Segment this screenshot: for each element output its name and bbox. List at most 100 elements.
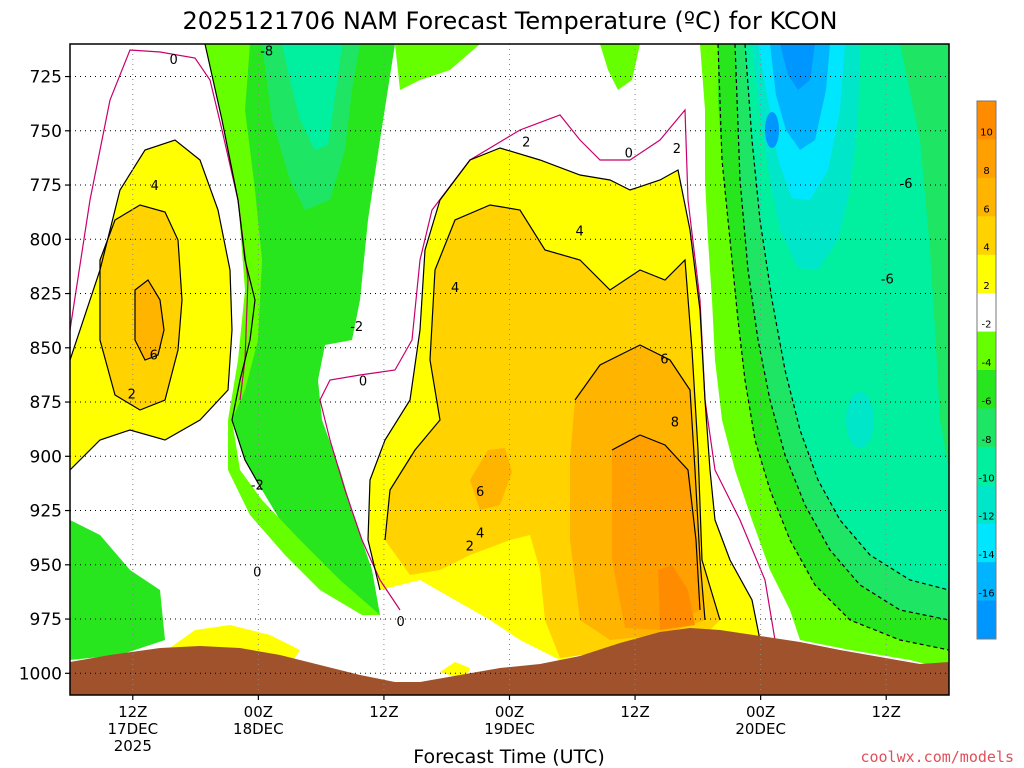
contour-label: 2 [673,142,681,157]
contour-4-center [384,204,721,621]
contour-label: 0 [253,565,261,580]
contour-minus4-right [717,44,949,651]
contour-label: 0 [625,147,633,162]
y-tick-label: 750 [30,122,62,142]
contour-label: 2 [466,539,474,554]
colorbar-bin [977,101,996,140]
contour-label: -2 [350,320,363,335]
y-tick-label: 925 [30,502,62,522]
colorbar-tick-label: 8 [983,166,989,177]
contour-6-center [574,344,706,621]
y-tick-label: 775 [30,176,62,196]
x-tick-label: 12Z [369,703,398,721]
colorbar-bin [977,446,996,486]
contour-minus8-right [744,44,949,591]
colorbar-bin [977,139,996,179]
colorbar-bin [977,485,996,525]
y-tick-label: 900 [30,447,62,467]
contour-minus6-right [734,44,949,621]
y-tick-label: 950 [30,556,62,576]
colorbar-bin [977,562,996,602]
contour-6-left [134,279,165,361]
cold-core-spot [765,112,779,148]
x-tick-label: 12Z [118,703,147,721]
contour-0-left [70,49,249,401]
contour-label: -6 [900,177,913,192]
y-axis: 725 750 775 800 825 850 875 900 925 950 975 1000 [19,68,70,684]
warm-pocket-6 [470,448,512,510]
contour-label: 4 [575,225,583,240]
colorbar-tick-label: 10 [980,127,993,138]
x-tick-label: 20DEC [735,720,786,738]
contour-label: 2 [128,387,136,402]
colorbar-bin [977,216,996,256]
contour-4-left [99,204,183,411]
colorbar-bin [977,523,996,563]
y-tick-label: 825 [30,285,62,305]
x-tick-label: 00Z [746,703,775,721]
contour-label: 6 [660,353,668,368]
colorbar: 10 8 6 4 2 -2 -4 -6 -8 -10 -12 -14 -16 [976,100,997,640]
x-axis-label: Forecast Time (UTC) [413,746,604,768]
y-tick-label: 850 [30,339,62,359]
x-tick-label: 00Z [495,703,524,721]
cold-region-left-core [282,44,342,150]
y-tick-label: 875 [30,393,62,413]
contour-minus2-left [204,44,263,491]
contour-label: 2 [522,136,530,151]
upper-green-patch-2 [600,44,640,90]
y-tick-label: 800 [30,230,62,250]
upper-green-patch [395,44,480,90]
colorbar-tick-label: -12 [978,512,994,523]
contour-label: -6 [881,272,894,287]
colorbar-tick-label: 2 [983,281,989,292]
colorbar-bin [977,177,996,217]
colorbar-tick-label: -14 [978,550,994,561]
terrain [70,628,949,695]
plot-area [70,44,949,695]
colorbar-bin [977,254,996,294]
cold-region-right-7 [770,44,830,150]
colorbar-tick-label: -2 [982,320,992,331]
contour-label: 0 [397,615,405,630]
cold-region-right-8 [780,44,815,90]
contour-label: -2 [251,479,264,494]
credit-text: coolwx.com/models [860,748,1014,766]
cold-region-bottom-left [70,520,165,660]
y-tick-label: 725 [30,68,62,88]
x-tick-label: 19DEC [484,720,535,738]
y-tick-label: 1000 [19,664,62,684]
x-tick-label: 00Z [244,703,273,721]
colorbar-bin [977,408,996,448]
colorbar-tick-label: -10 [978,473,994,484]
x-tick-label: 2025 [114,737,152,755]
contour-label: -8 [260,45,273,60]
colorbar-tick-label: -16 [978,589,994,600]
y-tick-label: 975 [30,610,62,630]
colorbar-frame [976,100,997,640]
contour-label: 6 [476,485,484,500]
colorbar-tick-label: -8 [982,435,992,446]
contour-label: 8 [671,416,679,431]
warm-region-left-6 [135,280,164,360]
contour-label: 4 [151,179,159,194]
contour-lines [70,44,949,651]
colorbar-tick-label: -4 [982,358,992,369]
contour-label: 4 [476,526,484,541]
colorbar-bin [977,293,996,333]
x-tick-label: 12Z [872,703,901,721]
x-tick-label: 18DEC [233,720,284,738]
colorbar-tick-label: 6 [983,204,989,215]
contour-label: 0 [359,374,367,389]
colorbar-tick-label: 4 [983,243,989,254]
contour-label: 6 [150,348,158,363]
colorbar-tick-label: -6 [982,396,992,407]
cold-region-left-light [205,44,380,615]
contour-8-center [611,434,701,611]
cold-pocket-lower [846,392,874,448]
contour-2-center [367,147,761,641]
contour-label: 4 [451,281,459,296]
